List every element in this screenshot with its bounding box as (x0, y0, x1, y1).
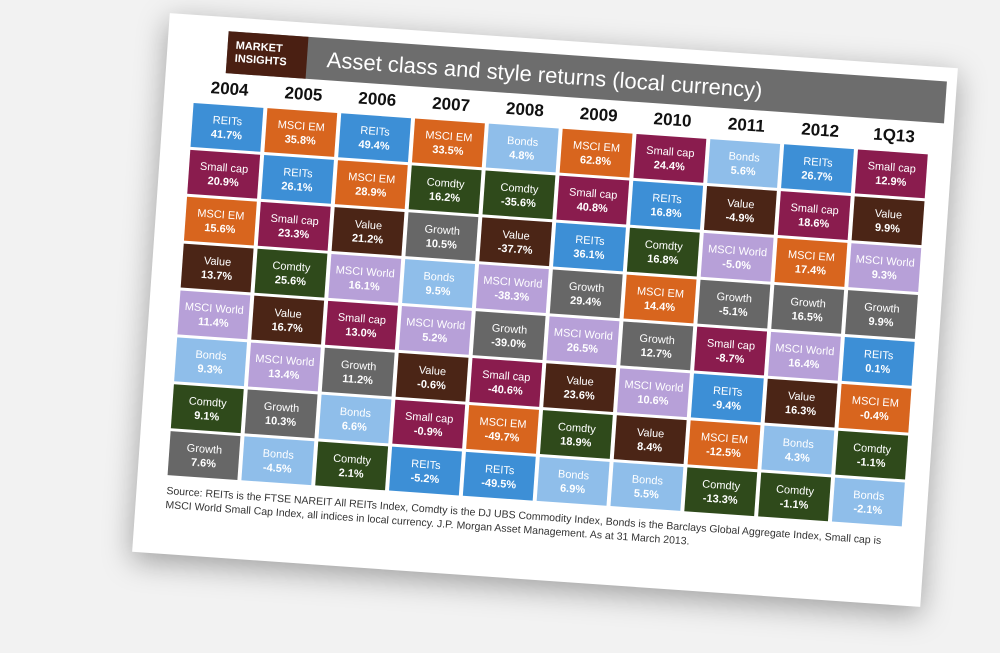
quilt-cell: Small cap 13.0% (325, 300, 398, 350)
quilt-cell: Value 16.7% (251, 295, 325, 345)
quilt-cell: Growth 12.7% (620, 321, 694, 371)
quilt-cell: Comdty -1.1% (758, 472, 832, 522)
quilt-cell: Growth 10.5% (405, 212, 479, 262)
quilt-cell: MSCI EM 14.4% (623, 274, 697, 324)
quilt-cell: MSCI EM 62.8% (559, 128, 633, 178)
quilt-cell: MSCI World -5.0% (700, 232, 774, 282)
year-header: 2010 (653, 109, 693, 131)
quilt-cell: MSCI World 16.1% (328, 253, 402, 303)
year-header: 2011 (727, 114, 766, 136)
quilt-cell: Value -0.6% (395, 352, 469, 402)
quilt-cell: REITs 26.1% (261, 155, 334, 204)
quilt-cell: Growth 11.2% (321, 347, 395, 397)
quilt-cell: Small cap 40.8% (556, 175, 630, 225)
quilt-cell: Value -37.7% (479, 217, 553, 267)
quilt-cell: MSCI EM -49.7% (466, 404, 540, 454)
quilt-cell: Bonds 9.3% (174, 337, 248, 387)
quilt-cell: Bonds -4.5% (241, 436, 315, 486)
quilt-cell: Comdty 2.1% (315, 441, 389, 491)
quilt-cell: Growth 29.4% (549, 269, 623, 319)
quilt-cell: Comdty -13.3% (684, 467, 758, 517)
quilt-cell: MSCI World 11.4% (177, 290, 251, 340)
quilt-cell: Growth 16.5% (771, 284, 845, 334)
quilt-cell: Growth -39.0% (472, 311, 546, 360)
quilt-cell: MSCI EM -12.5% (687, 420, 761, 470)
quilt-cell: Comdty 16.8% (626, 227, 700, 277)
quilt-cell: Bonds 5.5% (610, 462, 684, 511)
quilt-cell: Comdty 16.2% (408, 165, 482, 215)
quilt-cell: REITs -49.5% (462, 451, 536, 501)
quilt-cell: Small cap 12.9% (854, 149, 928, 199)
quilt-cell: MSCI EM -0.4% (838, 383, 912, 433)
quilt-cell: Comdty -35.6% (482, 170, 556, 220)
quilt-cell: Small cap 24.4% (633, 133, 707, 183)
quilt-cell: Value 21.2% (331, 207, 405, 256)
quilt-cell: MSCI World 26.5% (546, 316, 620, 366)
badge: MARKET INSIGHTS (225, 31, 309, 79)
quilt-cell: REITs -5.2% (389, 446, 462, 496)
quilt-cell: Value 9.9% (851, 196, 925, 246)
year-header: 2009 (579, 103, 619, 126)
quilt-cell: Bonds 6.6% (318, 394, 392, 444)
quilt-cell: Small cap 20.9% (187, 149, 261, 199)
quilt-cell: Comdty 25.6% (254, 248, 328, 298)
quilt-cell: Small cap -0.9% (392, 399, 466, 449)
quilt-cell: Bonds 6.9% (536, 456, 610, 506)
quilt-cell: Bonds 4.3% (761, 425, 835, 475)
quilt-cell: Bonds -2.1% (831, 477, 905, 527)
quilt-cell: Comdty -1.1% (835, 430, 909, 480)
quilt-cell: REITs 16.8% (630, 180, 704, 230)
quilt-cell: MSCI World 13.4% (247, 342, 321, 392)
year-header: 2007 (431, 93, 471, 116)
quilt-cell: Comdty 9.1% (170, 384, 244, 434)
quilt-cell: Bonds 9.5% (402, 259, 476, 308)
year-header: 2012 (800, 119, 840, 142)
quilt-cell: Growth 7.6% (167, 431, 241, 480)
quilt-cell: REITs 49.4% (338, 113, 412, 163)
year-header: 1Q13 (872, 124, 916, 147)
quilt-cell: REITs 26.7% (781, 144, 854, 194)
quilt-cell: Small cap -40.6% (469, 358, 543, 407)
quilt-cell: MSCI EM 35.8% (264, 108, 338, 157)
sheet: MARKET INSIGHTS Asset class and style re… (132, 13, 958, 607)
quilt-cell: Small cap 23.3% (257, 201, 331, 251)
quilt-cell: Value -4.9% (703, 186, 777, 235)
quilt-cell: MSCI World 10.6% (617, 368, 690, 418)
year-header: 2006 (357, 88, 397, 111)
quilt-cell: Value 23.6% (543, 363, 617, 412)
quilt-cell: Value 8.4% (613, 415, 687, 465)
quilt-cell: REITs 41.7% (190, 102, 264, 152)
quilt-cell: REITs -9.4% (690, 373, 764, 423)
quilt-cell: MSCI World -38.3% (475, 264, 549, 314)
quilt-cell: MSCI World 5.2% (398, 306, 472, 355)
quilt-cell: MSCI World 16.4% (767, 331, 841, 381)
quilt-cell: MSCI EM 33.5% (411, 118, 485, 168)
quilt-cell: Small cap 18.6% (777, 191, 851, 240)
quilt-cell: MSCI EM 17.4% (774, 238, 848, 287)
quilt-cell: Bonds 5.6% (707, 139, 781, 188)
quilt-cell: MSCI EM 15.6% (183, 196, 257, 246)
year-header: 2005 (283, 83, 323, 105)
quilt-cell: REITs 0.1% (841, 336, 915, 386)
quilt-cell: REITs 36.1% (553, 222, 626, 272)
quilt-cell: MSCI EM 28.9% (334, 160, 408, 209)
quilt-cell: Small cap -8.7% (694, 326, 768, 376)
quilt-cell: Growth 10.3% (244, 389, 318, 439)
quilt-cell: Bonds 4.8% (485, 123, 559, 173)
quilt-cell: Value 16.3% (764, 378, 838, 428)
quilt-cell: Growth 9.9% (845, 290, 918, 339)
year-header: 2008 (505, 98, 545, 121)
quilt-cell: Comdty 18.9% (539, 410, 613, 459)
quilt-cell: MSCI World 9.3% (848, 243, 922, 292)
quilt-cell: Value 13.7% (180, 243, 254, 293)
year-header: 2004 (210, 78, 250, 100)
quilt-cell: Growth -5.1% (697, 279, 771, 329)
